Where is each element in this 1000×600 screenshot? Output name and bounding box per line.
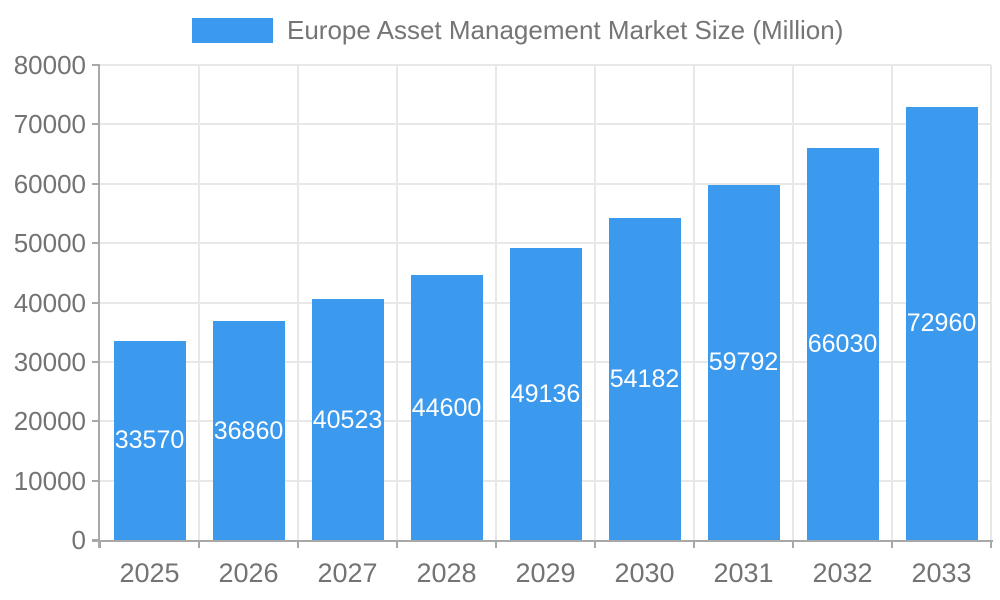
x-axis-tick-label: 2026 [218, 558, 279, 588]
gridline-horizontal [100, 64, 991, 66]
y-axis-tick [92, 301, 100, 304]
y-axis-tick-label: 30000 [13, 346, 86, 377]
y-axis-tick [92, 420, 100, 423]
y-axis-tick [92, 479, 100, 482]
x-axis-tick-label: 2031 [713, 558, 774, 588]
y-axis-tick [92, 242, 100, 245]
x-axis-tick [693, 540, 695, 548]
y-axis-tick-label: 10000 [13, 465, 86, 496]
gridline-vertical [495, 65, 497, 540]
gridline-horizontal [100, 182, 991, 185]
x-axis-tick [198, 540, 200, 548]
legend-swatch [192, 18, 273, 43]
x-axis-tick [594, 540, 596, 548]
bar-value-label: 40523 [312, 405, 383, 434]
bar-2027[interactable] [311, 299, 384, 540]
x-axis-tick-label: 2032 [812, 558, 873, 588]
x-axis-tick-label: 2027 [317, 558, 378, 588]
y-axis-line [98, 65, 100, 548]
x-axis-tick [495, 540, 497, 548]
gridline-vertical [396, 65, 398, 540]
gridline-vertical [198, 65, 200, 540]
bar-2030[interactable] [608, 218, 681, 540]
y-axis-tick-label: 80000 [13, 50, 86, 80]
legend-item[interactable]: Europe Asset Management Market Size (Mil… [192, 15, 844, 45]
bar-value-label: 72960 [906, 309, 977, 338]
bar-value-label: 54182 [609, 365, 680, 394]
bar-value-label: 36860 [213, 416, 284, 445]
x-axis-tick [990, 540, 992, 548]
bar-2025[interactable] [113, 340, 186, 540]
bar-2032[interactable] [806, 147, 879, 540]
x-axis-tick [396, 540, 398, 548]
bar-2031[interactable] [707, 184, 780, 540]
x-axis-tick-label: 2025 [119, 558, 180, 588]
bar-value-label: 59792 [708, 348, 779, 377]
legend-label: Europe Asset Management Market Size (Mil… [287, 15, 844, 45]
y-axis-tick-label: 50000 [13, 228, 86, 259]
x-axis-tick-label: 2030 [614, 558, 675, 588]
x-axis-tick-label: 2028 [416, 558, 477, 588]
gridline-vertical [594, 65, 596, 540]
gridline-vertical [297, 65, 299, 540]
x-axis-line [92, 540, 993, 542]
y-axis-tick [92, 182, 100, 185]
x-axis-tick [99, 540, 101, 548]
gridline-vertical [990, 65, 992, 540]
x-axis-tick [297, 540, 299, 548]
y-axis-tick [92, 539, 100, 541]
bar-value-label: 49136 [510, 380, 581, 409]
bar-2029[interactable] [509, 248, 582, 540]
y-axis-tick-label: 0 [71, 525, 86, 555]
bar-value-label: 33570 [114, 426, 185, 455]
bar-2028[interactable] [410, 275, 483, 540]
x-axis-tick [792, 540, 794, 548]
x-axis-tick-label: 2029 [515, 558, 576, 588]
y-axis-tick-label: 70000 [13, 109, 86, 140]
y-axis-tick [92, 360, 100, 363]
bar-2033[interactable] [905, 106, 978, 540]
gridline-vertical [891, 65, 893, 540]
y-axis-tick [92, 64, 100, 66]
gridline-vertical [792, 65, 794, 540]
bar-2026[interactable] [212, 321, 285, 540]
y-axis-tick [92, 123, 100, 126]
bar-value-label: 66030 [807, 329, 878, 358]
y-axis-tick-label: 20000 [13, 406, 86, 437]
y-axis-tick-label: 40000 [13, 287, 86, 318]
y-axis-tick-label: 60000 [13, 168, 86, 199]
gridline-vertical [693, 65, 695, 540]
gridline-horizontal [100, 123, 991, 126]
gridline-horizontal [100, 242, 991, 245]
x-axis-tick-label: 2033 [911, 558, 972, 588]
x-axis-tick [891, 540, 893, 548]
bar-value-label: 44600 [411, 393, 482, 422]
